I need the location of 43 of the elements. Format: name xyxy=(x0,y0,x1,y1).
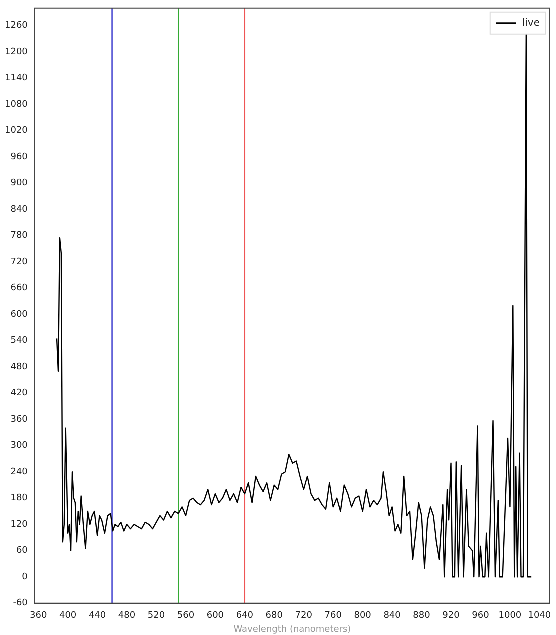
x-tick-label: 680 xyxy=(266,611,284,622)
y-tick-label: 60 xyxy=(16,546,28,556)
x-tick-label: 520 xyxy=(148,611,166,622)
y-tick-label: 420 xyxy=(10,388,28,399)
x-tick-label: 440 xyxy=(88,611,106,622)
y-tick-label: 300 xyxy=(10,441,28,452)
y-tick-label: 720 xyxy=(10,257,28,268)
y-tick-label: 1260 xyxy=(5,21,28,32)
y-tick-label: 1140 xyxy=(5,74,28,84)
y-tick-label: 780 xyxy=(10,231,28,242)
x-tick-label: 800 xyxy=(354,611,372,622)
y-tick-label: 1020 xyxy=(5,126,28,136)
y-tick-label: 1080 xyxy=(5,100,28,110)
x-tick-label: 920 xyxy=(442,611,460,622)
y-tick-label: 240 xyxy=(10,467,28,478)
y-tick-label: 360 xyxy=(10,414,28,425)
y-tick-label: 960 xyxy=(10,152,28,162)
x-tick-label: 480 xyxy=(118,611,136,622)
x-tick-label: 960 xyxy=(472,611,490,622)
y-tick-label: 540 xyxy=(10,336,28,346)
x-axis-title: Wavelength (nanometers) xyxy=(234,624,352,635)
legend-label: live xyxy=(522,18,540,29)
x-tick-label: 360 xyxy=(30,611,48,622)
x-tick-label: 1040 xyxy=(528,611,552,622)
y-tick-label: 480 xyxy=(10,362,28,372)
y-tick-label: 180 xyxy=(10,494,28,504)
x-tick-label: 400 xyxy=(59,611,77,622)
x-tick-label: 880 xyxy=(413,611,431,622)
x-tick-label: 560 xyxy=(177,611,195,622)
y-tick-label: 840 xyxy=(10,204,28,215)
x-tick-label: 720 xyxy=(295,611,313,622)
y-tick-label: 0 xyxy=(22,572,28,582)
x-tick-label: 760 xyxy=(324,611,342,622)
y-tick-label: 660 xyxy=(10,284,28,294)
y-tick-label: 600 xyxy=(10,310,28,320)
y-tick-label: 900 xyxy=(10,178,28,189)
x-tick-label: 640 xyxy=(236,611,254,622)
y-tick-label: -60 xyxy=(13,598,28,609)
x-tick-label: 600 xyxy=(206,611,224,622)
x-tick-label: 840 xyxy=(384,611,402,622)
x-tick-label: 1000 xyxy=(498,611,522,622)
y-tick-label: 120 xyxy=(10,520,28,530)
y-tick-label: 1200 xyxy=(5,47,28,58)
